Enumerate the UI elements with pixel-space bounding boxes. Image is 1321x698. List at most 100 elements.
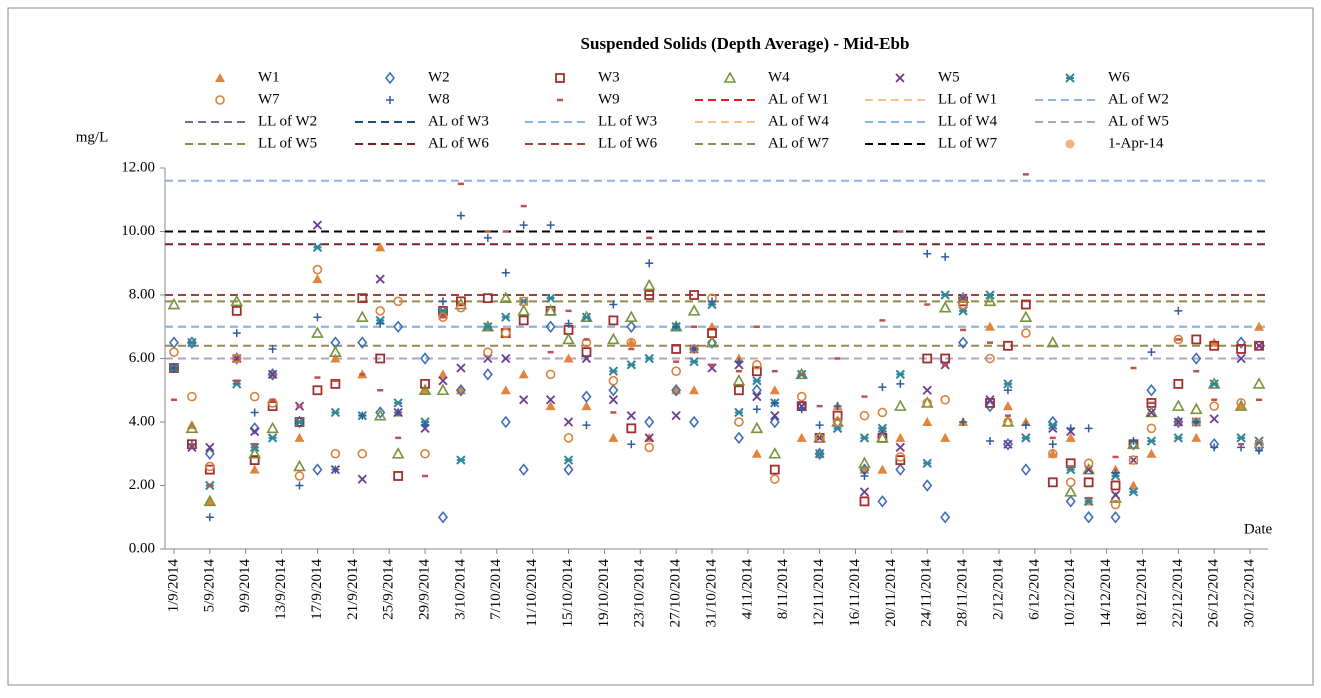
marker [373, 409, 387, 421]
marker [878, 383, 887, 392]
marker [895, 432, 906, 442]
marker [940, 510, 951, 524]
marker [581, 353, 592, 364]
legend-item: W5 [895, 69, 960, 85]
marker [312, 463, 323, 476]
legend-item: W8 [386, 91, 450, 107]
marker [751, 448, 762, 458]
marker [608, 366, 619, 376]
marker [985, 321, 996, 331]
marker [456, 211, 465, 220]
marker [1146, 448, 1157, 458]
marker [249, 464, 260, 474]
marker [1020, 299, 1031, 310]
marker [832, 417, 843, 427]
marker [1003, 417, 1013, 427]
marker [644, 415, 655, 429]
marker [940, 432, 951, 442]
marker [626, 320, 637, 334]
marker [312, 242, 323, 253]
marker [895, 452, 906, 462]
marker [1111, 468, 1120, 477]
marker [1128, 455, 1139, 465]
legend-label: W3 [598, 69, 620, 85]
marker [1110, 499, 1121, 510]
legend-item: AL of W1 [695, 91, 829, 107]
marker [723, 71, 737, 83]
marker [1083, 477, 1094, 488]
marker [563, 463, 574, 476]
x-tick-label: 27/10/2014 [668, 559, 684, 628]
marker [293, 459, 306, 472]
marker [563, 455, 574, 465]
marker [858, 456, 871, 469]
marker [1110, 480, 1121, 491]
x-tick-label: 31/10/2014 [703, 559, 719, 628]
marker [563, 433, 574, 443]
marker [1147, 348, 1156, 357]
legend-item: LL of W6 [525, 135, 658, 151]
marker [1173, 378, 1184, 389]
x-tick-label: 25/9/2014 [381, 559, 397, 620]
marker [249, 455, 260, 466]
legend-label: W4 [768, 69, 790, 85]
marker [608, 395, 619, 405]
marker [215, 95, 225, 105]
marker [1065, 477, 1076, 488]
marker [456, 363, 466, 373]
marker [1003, 439, 1013, 449]
marker [312, 385, 323, 396]
marker [420, 378, 430, 389]
marker [895, 73, 905, 83]
marker [1254, 340, 1264, 351]
marker [1084, 424, 1093, 433]
legend-item: AL of W6 [355, 135, 489, 151]
legend-label: W8 [428, 91, 450, 107]
marker [1146, 423, 1157, 434]
marker [1254, 321, 1265, 331]
marker [1065, 495, 1076, 508]
legend-item: LL of W3 [525, 113, 657, 129]
marker [1236, 336, 1247, 349]
marker [626, 423, 637, 434]
marker [833, 402, 842, 411]
marker [1191, 352, 1202, 365]
marker [420, 448, 430, 459]
marker [1191, 334, 1202, 345]
marker [248, 447, 262, 459]
marker [671, 383, 682, 397]
marker [581, 347, 592, 358]
y-tick-label: 10.00 [121, 223, 155, 239]
marker [204, 464, 215, 475]
marker [1146, 436, 1157, 446]
marker [689, 356, 699, 367]
marker [1189, 402, 1203, 415]
marker [205, 461, 215, 472]
marker [1236, 433, 1246, 443]
marker [859, 487, 870, 497]
marker [671, 366, 681, 377]
marker [545, 369, 556, 380]
y-tick-label: 0.00 [129, 540, 155, 556]
marker [205, 513, 214, 522]
marker [545, 401, 556, 411]
legend-label: AL of W5 [1108, 113, 1169, 129]
marker [375, 406, 386, 419]
marker [438, 312, 448, 323]
marker [896, 379, 905, 388]
marker [877, 407, 888, 418]
legend-label: AL of W7 [768, 135, 829, 151]
marker [564, 319, 573, 328]
marker [1252, 377, 1266, 389]
marker [877, 423, 888, 434]
marker [984, 399, 996, 413]
x-tick-label: 5/9/2014 [201, 559, 217, 613]
marker [985, 395, 995, 405]
legend-label: 1-Apr-14 [1108, 135, 1164, 151]
marker [456, 296, 466, 307]
marker [876, 431, 889, 443]
marker [1128, 487, 1139, 497]
marker [770, 398, 779, 407]
marker [690, 344, 699, 353]
